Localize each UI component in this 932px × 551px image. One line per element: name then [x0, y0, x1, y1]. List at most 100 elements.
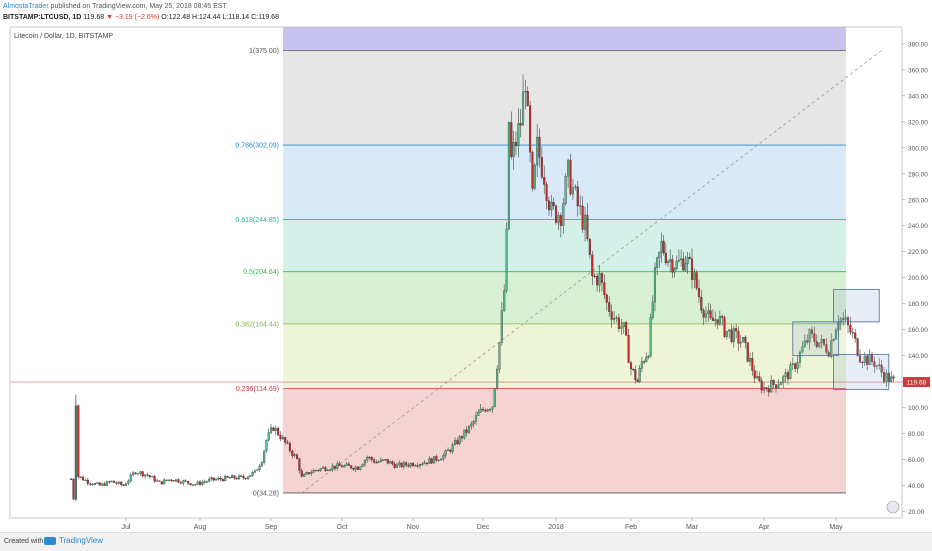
- box-1[interactable]: [833, 288, 880, 323]
- symbol-line: BITSTAMP:LTCUSD, 1D 119.68 ▼ −3.19 (−2.6…: [3, 13, 279, 23]
- candle-body: [291, 450, 294, 456]
- candle-body: [84, 479, 87, 482]
- x-tick-label-2: Sep: [265, 524, 278, 531]
- x-tick-label-7: Feb: [625, 524, 637, 531]
- candle-body: [716, 319, 719, 325]
- fib-zone-2: [283, 145, 846, 220]
- candle-body: [725, 330, 728, 337]
- candle-body: [139, 471, 142, 474]
- candle-body: [723, 317, 726, 337]
- candle-body: [375, 462, 378, 464]
- candle-body: [690, 258, 694, 280]
- candle-body: [605, 294, 608, 303]
- box-2[interactable]: [833, 353, 890, 390]
- candle-body: [333, 465, 336, 469]
- candle-body: [141, 471, 144, 477]
- candle-body: [352, 468, 355, 470]
- candle-body: [767, 388, 770, 393]
- candle-body: [863, 355, 866, 363]
- price-chart[interactable]: 1(375.00) 0.786(302.09) 0.618(244.85) 0.5(2…: [0, 0, 932, 532]
- candle-body: [414, 465, 417, 467]
- candle-body: [449, 449, 452, 452]
- fib-trend-line: [301, 50, 882, 494]
- candle-body: [384, 459, 387, 461]
- candle-body: [295, 454, 299, 460]
- candle-body: [421, 463, 424, 465]
- candle-body: [834, 329, 838, 340]
- y-tick-label-1: 40.00: [908, 483, 925, 490]
- candle-body: [728, 329, 731, 332]
- candle-body: [272, 427, 275, 431]
- candle-body: [760, 380, 763, 391]
- candle-body: [158, 480, 161, 482]
- candle-body: [885, 372, 888, 382]
- candle-body: [744, 337, 747, 343]
- candle-body: [194, 484, 197, 486]
- candle-body: [265, 439, 268, 452]
- candle-body: [643, 361, 646, 363]
- candle-body: [813, 333, 816, 342]
- candle-body: [581, 205, 584, 230]
- candle-body: [300, 470, 303, 477]
- candle-body: [737, 331, 740, 344]
- candle-body: [669, 259, 672, 262]
- y-tick-label-0: 20.00: [908, 509, 925, 516]
- candle-body: [201, 482, 204, 485]
- candle-body: [571, 187, 574, 195]
- candle-body: [105, 481, 108, 486]
- chart-settings-icon[interactable]: [886, 500, 900, 514]
- created-with-text: Created with: [4, 538, 44, 545]
- candle-body: [237, 475, 240, 480]
- candle-body: [615, 317, 618, 319]
- candle-body: [274, 428, 277, 431]
- candle-body: [749, 358, 752, 362]
- candle-body: [96, 482, 99, 484]
- candle-body: [336, 463, 339, 469]
- candle-body: [235, 478, 238, 480]
- candle-body: [170, 479, 173, 481]
- candle-body: [377, 461, 380, 463]
- candle-body: [101, 483, 104, 486]
- tradingview-logo[interactable]: TradingView: [44, 536, 103, 545]
- fib-zone-6: [283, 388, 846, 493]
- candle-body: [81, 476, 85, 481]
- x-tick-label-10: May: [829, 524, 843, 531]
- candle-body: [373, 459, 376, 463]
- box-0[interactable]: [792, 321, 839, 357]
- candle-body: [815, 341, 818, 347]
- candle-body: [682, 258, 685, 271]
- x-tick-label-9: Apr: [759, 524, 771, 531]
- candle-body: [640, 361, 643, 369]
- candle-body: [498, 342, 501, 370]
- candle-body: [704, 313, 707, 318]
- candle-body: [531, 152, 534, 189]
- candle-body: [751, 358, 754, 371]
- candle-body: [458, 436, 461, 445]
- candle-body: [425, 462, 429, 464]
- candle-body: [564, 176, 567, 204]
- y-tick-label-3: 80.00: [908, 431, 925, 438]
- candle-body: [711, 317, 714, 321]
- candle-body: [153, 476, 156, 482]
- candle-body: [231, 475, 234, 479]
- candle-body: [258, 465, 261, 470]
- y-tick-label-16: 340.00: [908, 93, 928, 100]
- candle-body: [673, 268, 676, 273]
- author-link[interactable]: AlmostaTrader: [3, 3, 49, 10]
- candle-body: [849, 324, 852, 333]
- fib-label-0: 1(375.00): [249, 48, 279, 55]
- candle-body: [647, 356, 650, 358]
- tradingview-icon: [44, 536, 56, 545]
- candle-body: [288, 443, 291, 452]
- candle-body: [86, 479, 89, 484]
- candle-body: [892, 376, 895, 379]
- candle-body: [543, 177, 546, 185]
- candle-body: [662, 240, 665, 254]
- candle-body: [370, 457, 373, 460]
- candle-body: [189, 483, 192, 486]
- candle-body: [854, 332, 857, 339]
- candle-body: [310, 472, 313, 475]
- y-tick-label-15: 320.00: [908, 119, 928, 126]
- candle-body: [470, 423, 473, 427]
- candle-body: [117, 481, 120, 484]
